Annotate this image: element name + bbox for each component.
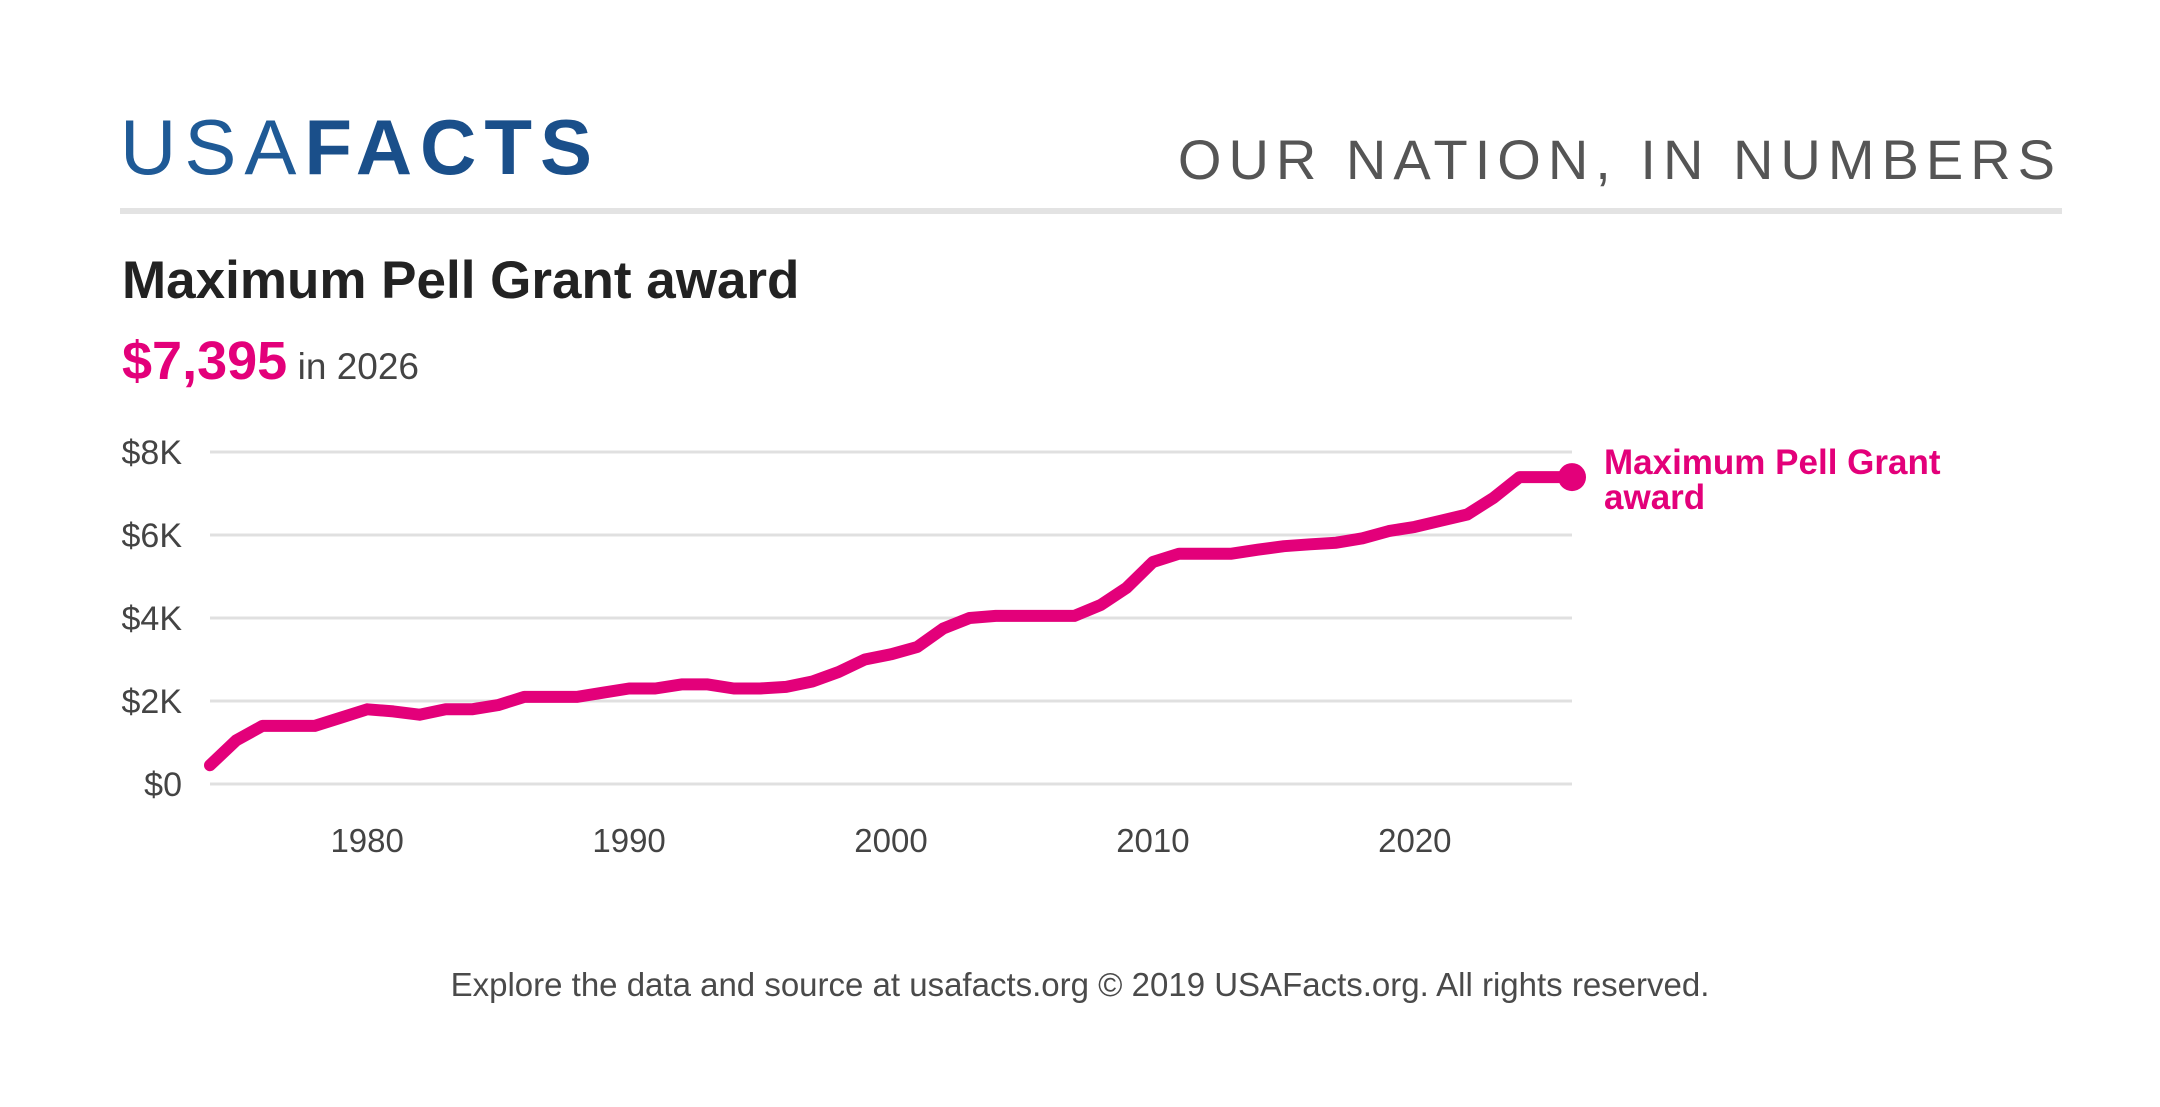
- y-tick-label: $4K: [122, 600, 183, 638]
- headline-value: $7,395: [122, 331, 288, 391]
- y-tick-label: $8K: [122, 434, 183, 472]
- tagline: OUR NATION, IN NUMBERS: [1177, 128, 2062, 191]
- x-tick-label: 2000: [854, 822, 927, 859]
- y-tick-label: $0: [144, 766, 182, 804]
- y-tick-label: $2K: [122, 683, 183, 721]
- usafacts-logo: USAFACTS: [120, 108, 600, 186]
- x-tick-label: 1990: [592, 822, 665, 859]
- headline-year: in 2026: [297, 346, 420, 387]
- y-tick-label: $6K: [122, 517, 183, 555]
- series-label-line2: award: [1604, 478, 1705, 517]
- footer-credit: Explore the data and source at usafacts.…: [450, 966, 1710, 1003]
- chart-title: Maximum Pell Grant award: [122, 251, 800, 310]
- x-tick-label: 2020: [1378, 822, 1451, 859]
- x-tick-label: 2010: [1116, 822, 1189, 859]
- series-layer: [204, 463, 1586, 772]
- logo-bold-text: FACTS: [304, 103, 601, 191]
- series-end-marker: [1558, 463, 1586, 492]
- gridlines: [210, 450, 1572, 786]
- series-end-label: Maximum Pell Grant award: [1604, 443, 1941, 517]
- series-label-line1: Maximum Pell Grant: [1604, 443, 1941, 482]
- x-tick-label: 1980: [330, 822, 403, 859]
- header-divider: [120, 208, 2062, 214]
- y-axis-tick-labels: $0 $2K $4K $6K $8K: [122, 434, 183, 804]
- series-line: [204, 471, 1578, 772]
- logo-light-text: USA: [120, 103, 305, 191]
- x-axis-tick-labels: 1980 1990 2000 2010 2020: [330, 822, 1451, 859]
- headline-stat: $7,395 in 2026: [122, 334, 419, 388]
